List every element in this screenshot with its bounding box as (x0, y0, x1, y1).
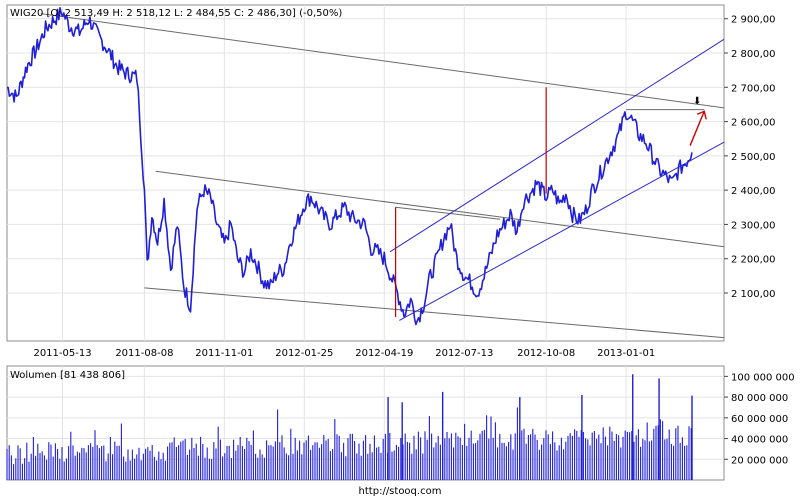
x-tick-label: 2012-07-13 (435, 348, 493, 359)
y-tick-label: 2 800,00 (731, 49, 776, 60)
y-tick-label: 2 500,00 (731, 152, 776, 163)
price-grid (7, 5, 724, 341)
x-tick-label: 2013-01-01 (597, 348, 655, 359)
x-tick-label: 2012-01-25 (275, 348, 333, 359)
trend-line (389, 38, 725, 253)
price-panel (6, 4, 725, 342)
x-tick-label: 2011-11-01 (195, 348, 253, 359)
y-tick-label: 2 400,00 (731, 186, 776, 197)
volume-bars (6, 374, 693, 480)
down-arrow-icon: ⬇ (693, 96, 701, 107)
red-arrow (689, 111, 705, 146)
price-x-axis: 2011-05-13 2011-08-08 2011-11-01 2012-01-25… (33, 348, 655, 359)
y-tick-label: 2 700,00 (731, 83, 776, 94)
x-tick-label: 2011-05-13 (33, 348, 91, 359)
y-tick-label: 60 000 000 (731, 414, 788, 425)
trend-line (40, 13, 725, 109)
trend-line (155, 170, 725, 248)
y-tick-label: 80 000 000 (731, 393, 788, 404)
trend-line (395, 206, 501, 220)
footer-link[interactable]: http://stooq.com (358, 486, 442, 497)
volume-title: Wolumen [81 438 806] (10, 370, 125, 381)
y-tick-label: 2 300,00 (731, 220, 776, 231)
y-tick-label: 20 000 000 (731, 455, 788, 466)
y-tick-label: 40 000 000 (731, 435, 788, 446)
y-tick-label: 2 900,00 (731, 15, 776, 26)
trend-line (144, 287, 725, 339)
price-trend-lines (40, 13, 725, 339)
x-tick-label: 2011-08-08 (115, 348, 173, 359)
y-tick-label: 2 600,00 (731, 118, 776, 129)
y-tick-label: 2 200,00 (731, 255, 776, 266)
price-line (6, 7, 693, 326)
x-tick-label: 2012-10-08 (517, 348, 575, 359)
y-tick-label: 100 000 000 (731, 372, 795, 383)
volume-y-axis: 20 000 000 40 000 000 60 000 000 80 000 000… (724, 372, 795, 466)
price-series (6, 7, 693, 326)
price-annotations: ⬇ (395, 87, 707, 317)
price-title: WIG20 [O: 2 513,49 H: 2 518,12 L: 2 484,… (10, 8, 342, 19)
price-y-axis: 2 100,00 2 200,00 2 300,00 2 400,00 2 500,00… (724, 15, 776, 300)
x-tick-label: 2012-04-19 (355, 348, 413, 359)
trend-line (399, 141, 725, 321)
y-tick-label: 2 100,00 (731, 289, 776, 300)
red-arrow-head (696, 110, 707, 120)
